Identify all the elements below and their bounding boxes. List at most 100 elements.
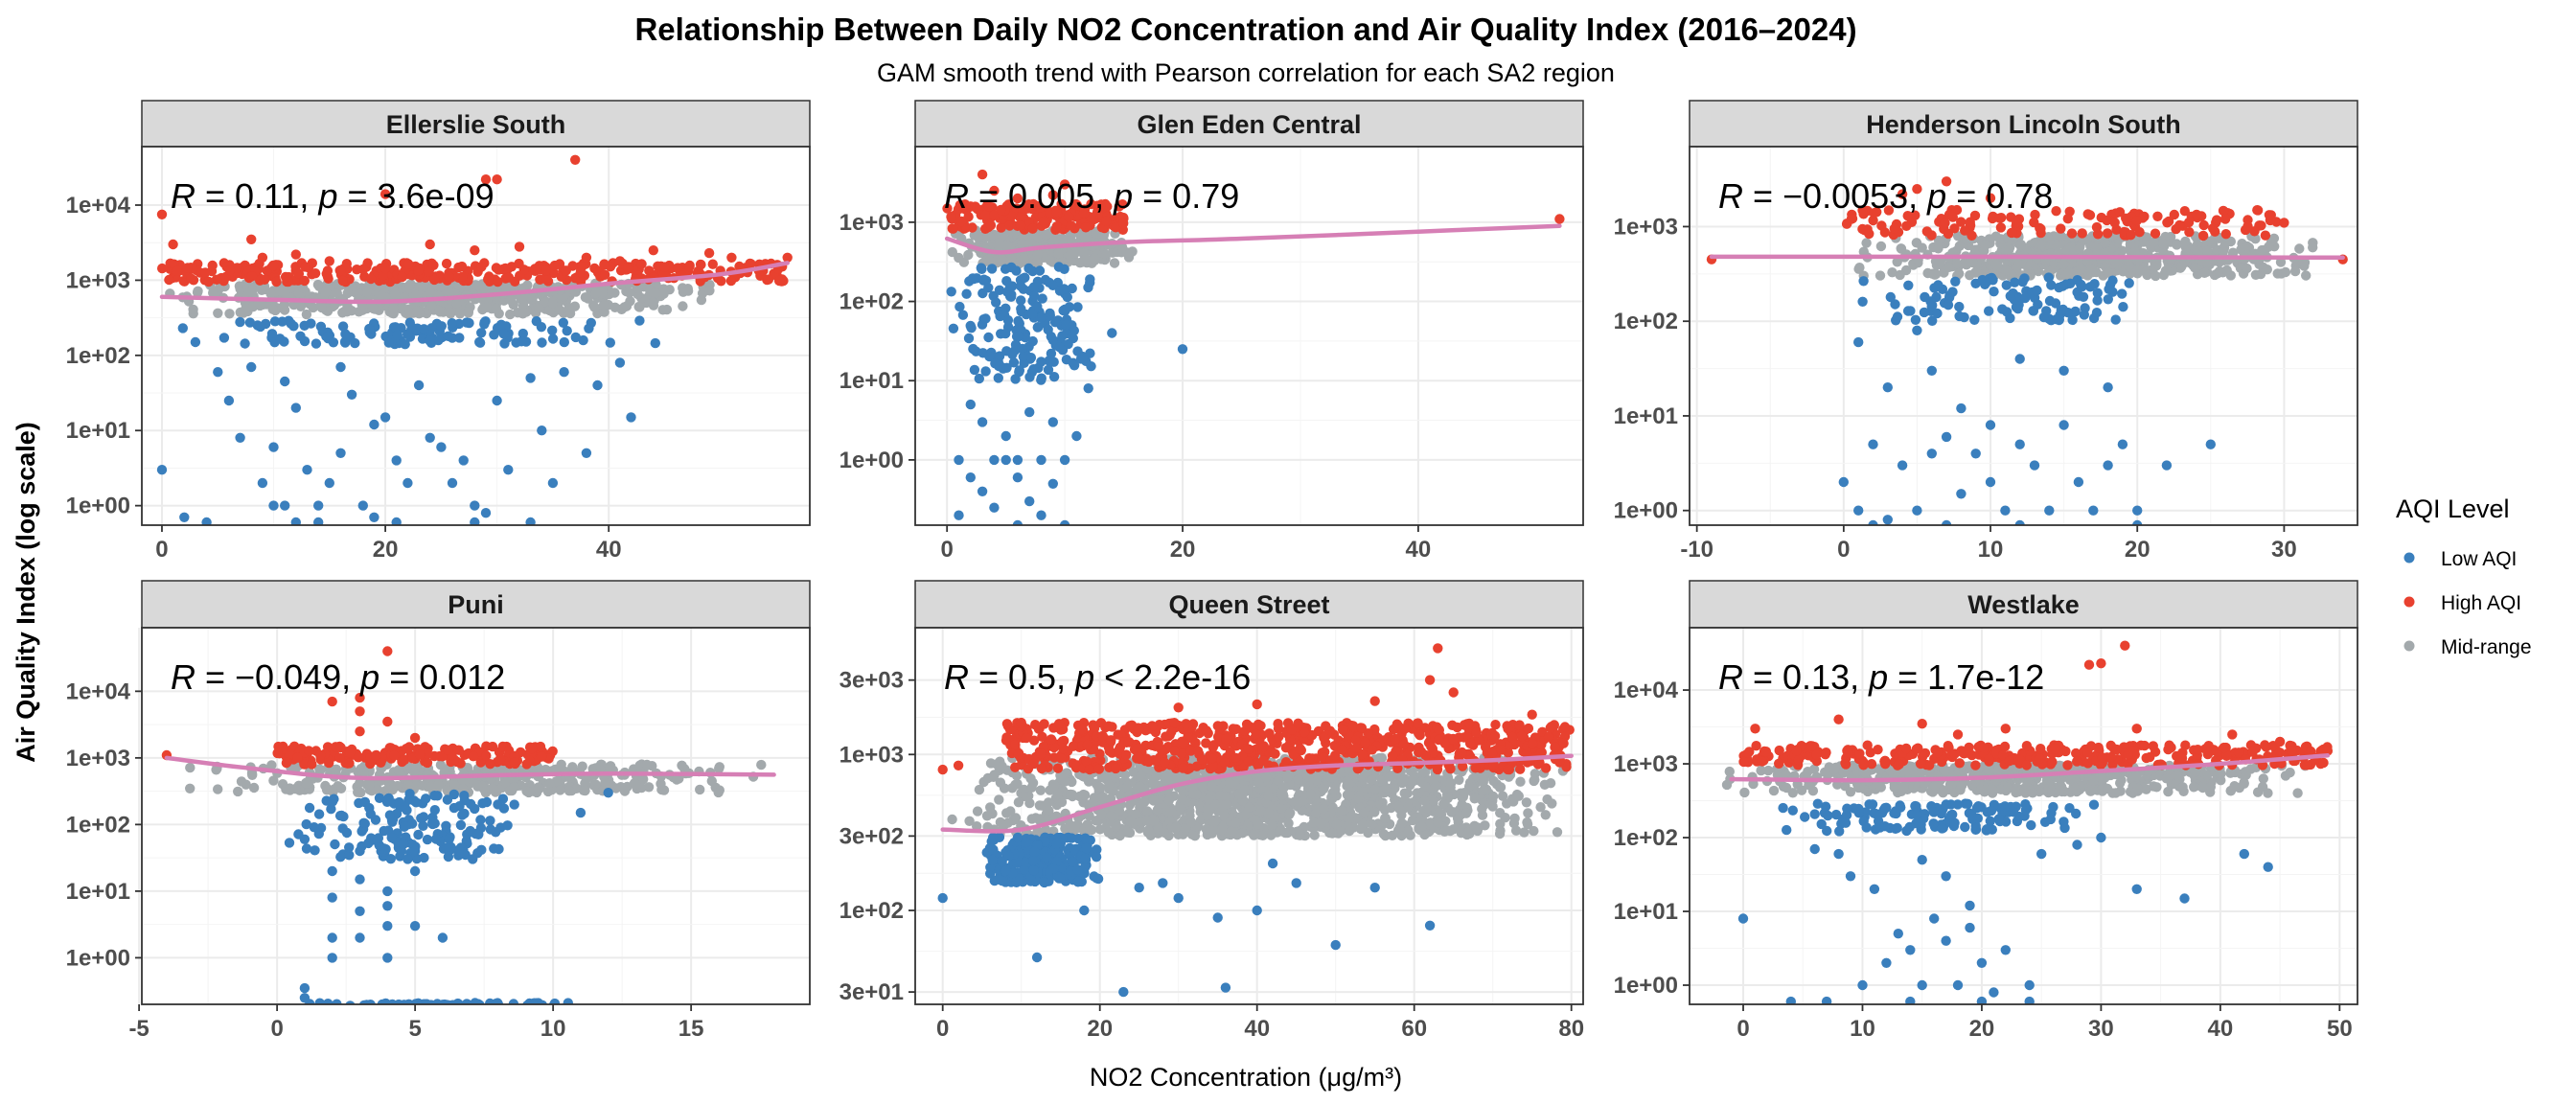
point-mid-range [361,287,373,298]
point-low-aqi [525,373,536,383]
point-low-aqi [2092,295,2103,306]
point-mid-range [1911,238,1922,248]
point-low-aqi [2014,439,2025,449]
point-low-aqi [459,791,470,801]
point-mid-range [2280,266,2291,278]
point-low-aqi [218,333,230,343]
point-low-aqi [1048,372,1060,382]
point-low-aqi [1002,314,1014,326]
point-mid-range [290,784,301,794]
point-high-aqi [290,249,301,260]
y-tick-label: 1e+04 [66,678,131,704]
y-tick-label: 1e+02 [66,343,130,369]
point-low-aqi [2088,505,2099,516]
point-low-aqi [306,318,316,329]
point-high-aqi [985,219,997,231]
point-low-aqi [2058,420,2069,430]
point-low-aqi [429,805,440,816]
point-high-aqi [355,706,365,717]
point-low-aqi [581,448,592,458]
point-low-aqi [380,412,391,423]
point-low-aqi [1000,264,1011,274]
point-low-aqi [1071,430,1082,442]
point-high-aqi [413,265,424,276]
point-mid-range [631,779,641,790]
point-low-aqi [1016,295,1026,306]
point-high-aqi [526,743,538,754]
point-low-aqi [422,999,432,1004]
correlation-r-symbol: R [944,176,969,216]
point-low-aqi [954,301,965,312]
point-high-aqi [956,216,967,227]
point-low-aqi [963,333,975,344]
correlation-r-value: = −0.049, [196,657,360,697]
point-mid-range [1552,827,1563,838]
point-mid-range [1253,819,1263,830]
point-mid-range [577,761,587,771]
point-low-aqi [419,324,429,334]
point-low-aqi [1027,335,1038,347]
point-low-aqi [1902,306,1914,316]
point-low-aqi [499,338,510,349]
point-low-aqi [443,331,453,341]
point-high-aqi [304,746,314,756]
point-high-aqi [942,203,953,214]
facet-strip [914,100,1584,148]
point-low-aqi [235,432,245,443]
point-low-aqi [1001,287,1013,297]
point-high-aqi [1994,213,2005,223]
point-low-aqi [989,454,1000,466]
point-low-aqi [2091,308,2103,318]
point-mid-range [268,775,279,786]
point-low-aqi [2124,278,2134,288]
point-mid-range [580,778,590,789]
point-low-aqi [337,823,348,834]
point-high-aqi [203,276,214,288]
point-low-aqi [969,364,980,376]
point-low-aqi [355,874,365,885]
point-mid-range [1311,808,1322,818]
point-high-aqi [259,274,270,285]
point-high-aqi [2102,228,2113,239]
point-mid-range [661,304,673,315]
point-mid-range [1041,229,1051,241]
point-mid-range [1043,797,1054,808]
point-low-aqi [408,1000,419,1004]
point-mid-range [2036,240,2047,250]
point-high-aqi [376,757,386,768]
x-tick-label: 40 [596,537,622,563]
point-mid-range [1407,815,1418,826]
facet-strip [141,100,811,148]
point-mid-range [1005,806,1016,816]
point-high-aqi [2220,229,2231,240]
point-low-aqi [433,334,444,346]
point-low-aqi [444,834,454,844]
point-mid-range [589,302,600,312]
point-mid-range [392,780,402,792]
point-low-aqi [413,829,424,840]
point-low-aqi [1882,515,1894,525]
point-low-aqi [1059,519,1070,525]
point-high-aqi [422,757,433,769]
point-low-aqi [1000,328,1011,339]
point-high-aqi [1024,199,1034,210]
point-mid-range [2082,270,2093,281]
point-high-aqi [1004,220,1015,231]
point-high-aqi [1066,220,1076,231]
point-high-aqi [327,696,337,707]
point-mid-range [650,288,660,298]
point-low-aqi [2010,277,2020,288]
x-tick-label: -10 [1680,537,1714,563]
point-high-aqi [581,252,592,263]
point-low-aqi [355,845,365,857]
point-low-aqi [1059,454,1070,466]
point-mid-range [1529,825,1539,837]
point-mid-range [454,309,466,319]
point-low-aqi [1083,383,1093,394]
point-high-aqi [483,274,494,285]
point-high-aqi [470,245,480,256]
point-mid-range [2074,242,2085,254]
point-low-aqi [2117,439,2128,449]
point-high-aqi [480,174,492,185]
